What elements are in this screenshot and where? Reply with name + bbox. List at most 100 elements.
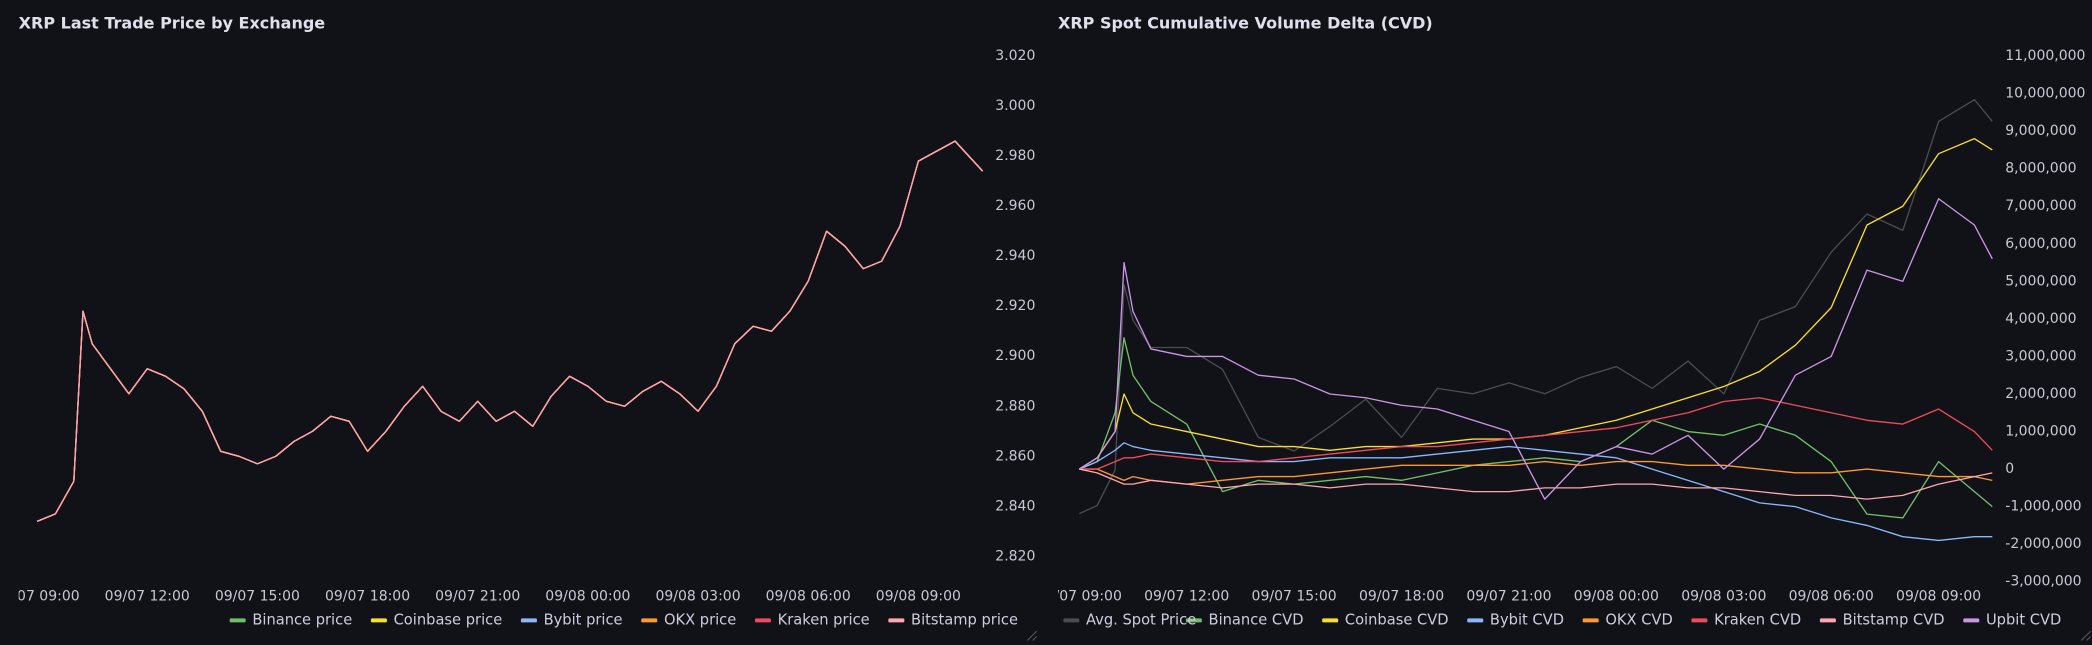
legend-item[interactable]: Binance CVD [1185, 611, 1304, 628]
chart-title: XRP Spot Cumulative Volume Delta (CVD) [1058, 14, 1433, 33]
x-tick-label: 09/08 06:00 [1789, 588, 1874, 604]
legend-item[interactable]: Coinbase price [370, 611, 503, 628]
legend-swatch [1963, 618, 1980, 623]
series-line [1079, 442, 1993, 542]
x-tick-label: 09/07 15:00 [1252, 588, 1337, 604]
x-tick-label: 09/07 18:00 [325, 588, 410, 604]
y-tick-label: 4,000,000 [2005, 311, 2076, 327]
legend-label: Upbit CVD [1986, 611, 2061, 628]
legend-label: Kraken price [778, 611, 870, 628]
legend-swatch [1185, 618, 1202, 623]
y-tick-label: 2.940 [995, 248, 1035, 264]
y-tick-label: 2.960 [995, 198, 1035, 214]
series-line [1079, 337, 1993, 519]
y-tick-label: 7,000,000 [2005, 198, 2076, 214]
y-tick-label: 2.860 [995, 448, 1035, 464]
legend-swatch [1467, 618, 1484, 623]
x-tick-label: 09/08 03:00 [655, 588, 740, 604]
legend-item[interactable]: Bitstamp price [888, 611, 1018, 628]
y-tick-label: 0 [2005, 461, 2014, 477]
legend-item[interactable]: Bybit price [520, 611, 623, 628]
y-tick-label: 3.020 [995, 48, 1035, 64]
y-tick-label: -1,000,000 [2005, 499, 2081, 515]
x-tick-label: 09/08 06:00 [766, 588, 851, 604]
legend-label: Coinbase CVD [1345, 611, 1449, 628]
legend-label: Bitstamp price [911, 611, 1018, 628]
y-tick-label: 1,000,000 [2005, 424, 2076, 440]
y-tick-label: 2.920 [995, 298, 1035, 314]
legend-swatch [1691, 618, 1708, 623]
x-tick-label: 09/08 09:00 [1896, 588, 1981, 604]
x-tick-label: 09/07 09:00 [0, 588, 80, 604]
legend: Bitstamp price Kraken price OKX price Bybit… [229, 611, 1018, 628]
legend-label: Bybit CVD [1490, 611, 1564, 628]
series-line [1078, 137, 1993, 470]
legend-item[interactable]: OKX price [641, 611, 736, 628]
legend-label: OKX CVD [1605, 611, 1672, 628]
x-tick-label: 09/07 12:00 [1144, 588, 1229, 604]
y-tick-label: 3.000 [995, 98, 1035, 114]
y-tick-label: 2.900 [995, 348, 1035, 364]
series-line [1079, 460, 1993, 485]
legend-swatch [229, 618, 246, 623]
series-line [1079, 468, 1993, 500]
y-tick-label: -3,000,000 [2005, 574, 2081, 590]
legend-swatch [1063, 618, 1080, 623]
legend: Upbit CVD Bitstamp CVD Kraken CVD OKX CVD By… [1063, 611, 2061, 628]
x-tick-label: 09/08 09:00 [876, 588, 961, 604]
y-tick-label: -2,000,000 [2005, 536, 2081, 552]
legend-swatch [1322, 618, 1339, 623]
series-line [36, 140, 984, 522]
series-line [36, 140, 984, 522]
x-tick-label: 09/07 09:00 [1037, 588, 1122, 604]
legend-label: Avg. Spot Price [1086, 611, 1196, 628]
legend-item[interactable]: Bitstamp CVD [1819, 611, 1945, 628]
series-line [1079, 397, 1993, 470]
x-tick-label: 09/08 00:00 [545, 588, 630, 604]
y-tick-label: 9,000,000 [2005, 123, 2076, 139]
series-line [36, 140, 984, 522]
legend-swatch [520, 618, 537, 623]
legend-item[interactable]: Kraken CVD [1691, 611, 1801, 628]
series-line [36, 140, 984, 522]
legend-swatch [370, 618, 387, 623]
y-tick-label: 5,000,000 [2005, 273, 2076, 289]
y-tick-label: 10,000,000 [2005, 86, 2085, 102]
legend-swatch [641, 618, 658, 623]
legend-label: OKX price [664, 611, 736, 628]
legend-item[interactable]: Avg. Spot Price [1063, 611, 1196, 628]
y-tick-label: 2.880 [995, 398, 1035, 414]
legend-item[interactable]: OKX CVD [1582, 611, 1673, 628]
legend-label: Binance price [252, 611, 352, 628]
series-line [36, 140, 984, 522]
x-tick-label: 09/07 21:00 [435, 588, 520, 604]
y-tick-label: 11,000,000 [2005, 48, 2085, 64]
resize-handle[interactable] [1026, 630, 1038, 641]
legend-label: Coinbase price [394, 611, 503, 628]
legend-label: Bybit price [544, 611, 623, 628]
x-tick-label: 09/07 18:00 [1359, 588, 1444, 604]
legend-item[interactable]: Upbit CVD [1963, 611, 2061, 628]
y-tick-label: 6,000,000 [2005, 236, 2076, 252]
legend-item[interactable]: Bybit CVD [1467, 611, 1564, 628]
series-line [36, 140, 984, 522]
legend-swatch [754, 618, 771, 623]
y-tick-label: 2.840 [995, 498, 1035, 514]
y-tick-label: 2,000,000 [2005, 386, 2076, 402]
legend-label: Kraken CVD [1714, 611, 1801, 628]
legend-item[interactable]: Coinbase CVD [1322, 611, 1449, 628]
resize-handle[interactable] [2080, 630, 2092, 641]
x-tick-label: 09/07 15:00 [215, 588, 300, 604]
legend-swatch [888, 618, 905, 623]
legend-swatch [1819, 618, 1836, 623]
y-tick-label: 3,000,000 [2005, 348, 2076, 364]
legend-swatch [1582, 618, 1599, 623]
x-tick-label: 09/08 00:00 [1574, 588, 1659, 604]
y-tick-label: 8,000,000 [2005, 161, 2076, 177]
legend-item[interactable]: Kraken price [754, 611, 870, 628]
x-tick-label: 09/07 21:00 [1466, 588, 1551, 604]
legend-item[interactable]: Binance price [229, 611, 353, 628]
x-tick-label: 09/08 03:00 [1681, 588, 1766, 604]
